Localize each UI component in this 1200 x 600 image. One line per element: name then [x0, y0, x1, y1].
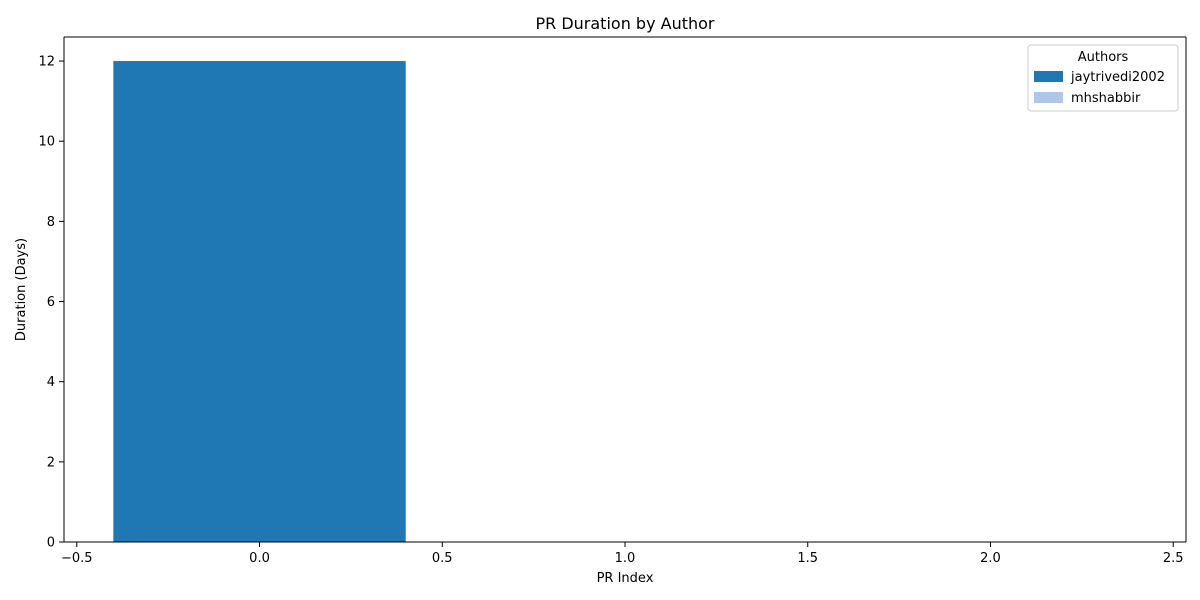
x-axis-ticks: −0.5 0.0 0.5 1.0 1.5 2.0 2.5 [61, 542, 1184, 566]
legend-title: Authors [1078, 50, 1129, 65]
y-axis-ticks: 0 2 4 6 8 10 12 [38, 55, 64, 551]
bars-layer [113, 61, 406, 543]
x-tick-label: −0.5 [61, 551, 93, 566]
legend-label: mhshabbir [1071, 91, 1141, 106]
x-tick-label: 2.0 [980, 551, 1001, 566]
x-tick-label: 1.0 [615, 551, 636, 566]
legend: Authors jaytrivedi2002 mhshabbir [1027, 44, 1179, 112]
x-tick-label: 0.0 [249, 551, 270, 566]
bar-0 [113, 61, 406, 543]
legend-label: jaytrivedi2002 [1070, 70, 1165, 85]
x-axis-title: PR Index [597, 571, 654, 586]
legend-swatch [1034, 92, 1063, 103]
x-tick-label: 1.5 [797, 551, 818, 566]
chart-title: PR Duration by Author [535, 14, 714, 33]
y-tick-label: 12 [38, 55, 55, 70]
y-tick-label: 6 [47, 295, 55, 310]
y-tick-label: 0 [47, 536, 55, 551]
y-tick-label: 2 [47, 455, 55, 470]
x-tick-label: 0.5 [432, 551, 453, 566]
x-tick-label: 2.5 [1163, 551, 1184, 566]
y-tick-label: 8 [47, 215, 55, 230]
y-tick-label: 4 [47, 375, 55, 390]
y-tick-label: 10 [38, 135, 55, 150]
legend-swatch [1034, 71, 1063, 82]
y-axis-title: Duration (Days) [14, 238, 29, 341]
legend-entries: jaytrivedi2002 mhshabbir [1034, 70, 1165, 106]
legend-box [1027, 44, 1179, 112]
